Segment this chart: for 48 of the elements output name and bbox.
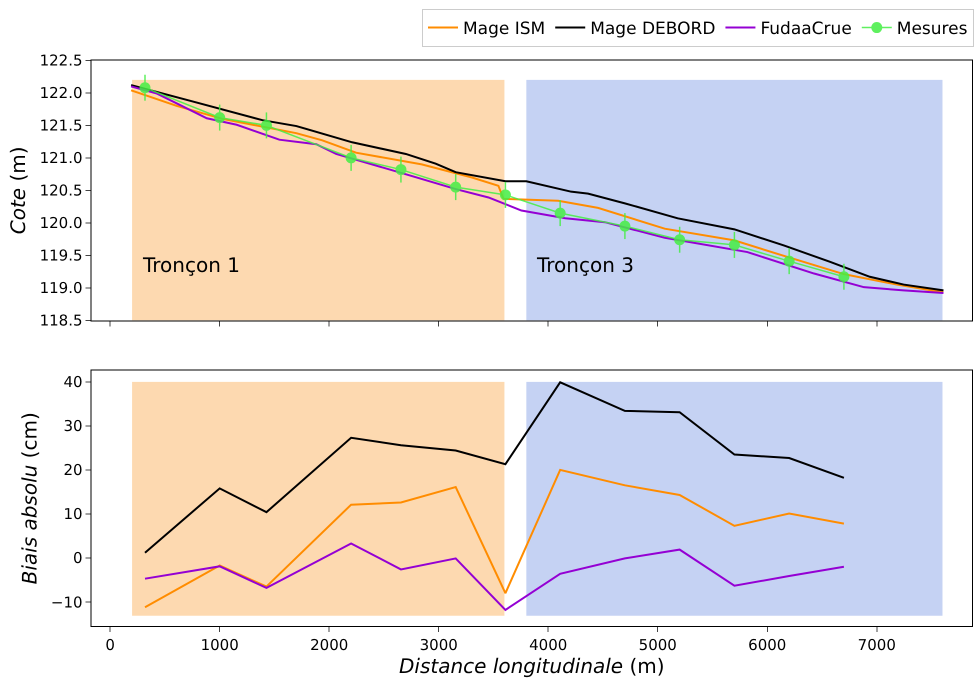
point xyxy=(728,239,740,250)
x-axis-title: Distance longitudinale (m) xyxy=(399,654,665,678)
y-tick-label: 122.5 xyxy=(40,52,83,70)
x-tick-label: 6000 xyxy=(748,636,786,654)
band-label: Tronçon 1 xyxy=(142,253,240,277)
legend-label: Mage DEBORD xyxy=(590,19,716,40)
point xyxy=(554,208,566,219)
x-tick-label: 1000 xyxy=(200,636,239,654)
legend-label: Mage ISM xyxy=(463,19,546,40)
point xyxy=(784,256,795,267)
y-tick-label: 121.0 xyxy=(40,149,83,168)
y-tick-label: 40 xyxy=(63,373,83,392)
point xyxy=(214,112,226,124)
y-tick-label: 119.0 xyxy=(40,279,83,298)
point xyxy=(346,152,357,164)
y-tick-label: 10 xyxy=(63,505,83,524)
y-tick-label: 118.5 xyxy=(40,312,83,330)
point xyxy=(674,234,686,246)
point xyxy=(500,189,511,200)
point xyxy=(140,82,150,94)
x-tick-label: 0 xyxy=(105,636,115,654)
y-tick-label: 120.0 xyxy=(40,214,83,232)
legend-label: Mesures xyxy=(896,19,968,40)
y-axis-title: Biais absolu (cm) xyxy=(17,412,42,584)
y-tick-label: 20 xyxy=(63,461,83,480)
y-tick-label: 30 xyxy=(63,417,83,436)
y-tick-label: 119.5 xyxy=(40,246,83,265)
x-tick-label: 2000 xyxy=(310,636,348,654)
point xyxy=(838,271,850,282)
y-tick-label: 0 xyxy=(73,549,83,568)
line-series xyxy=(144,542,845,611)
point xyxy=(395,164,406,176)
y-axis-title: Cote (m) xyxy=(6,146,30,234)
y-tick-label: 122.0 xyxy=(40,84,83,102)
x-tick-label: 7000 xyxy=(858,636,896,654)
y-tick-label: 120.5 xyxy=(40,182,83,200)
line-series xyxy=(144,468,845,608)
point xyxy=(619,220,630,232)
band-label: Tronçon 3 xyxy=(536,253,634,277)
point xyxy=(450,182,462,193)
x-tick-label: 3000 xyxy=(420,636,458,654)
point xyxy=(260,120,272,131)
y-tick-label: 121.5 xyxy=(40,116,83,135)
y-tick-label: −10 xyxy=(50,593,83,612)
x-tick-label: 5000 xyxy=(638,636,677,654)
x-tick-label: 4000 xyxy=(529,636,568,654)
legend-label: FudaaCrue xyxy=(760,19,852,40)
line-series xyxy=(144,381,845,554)
